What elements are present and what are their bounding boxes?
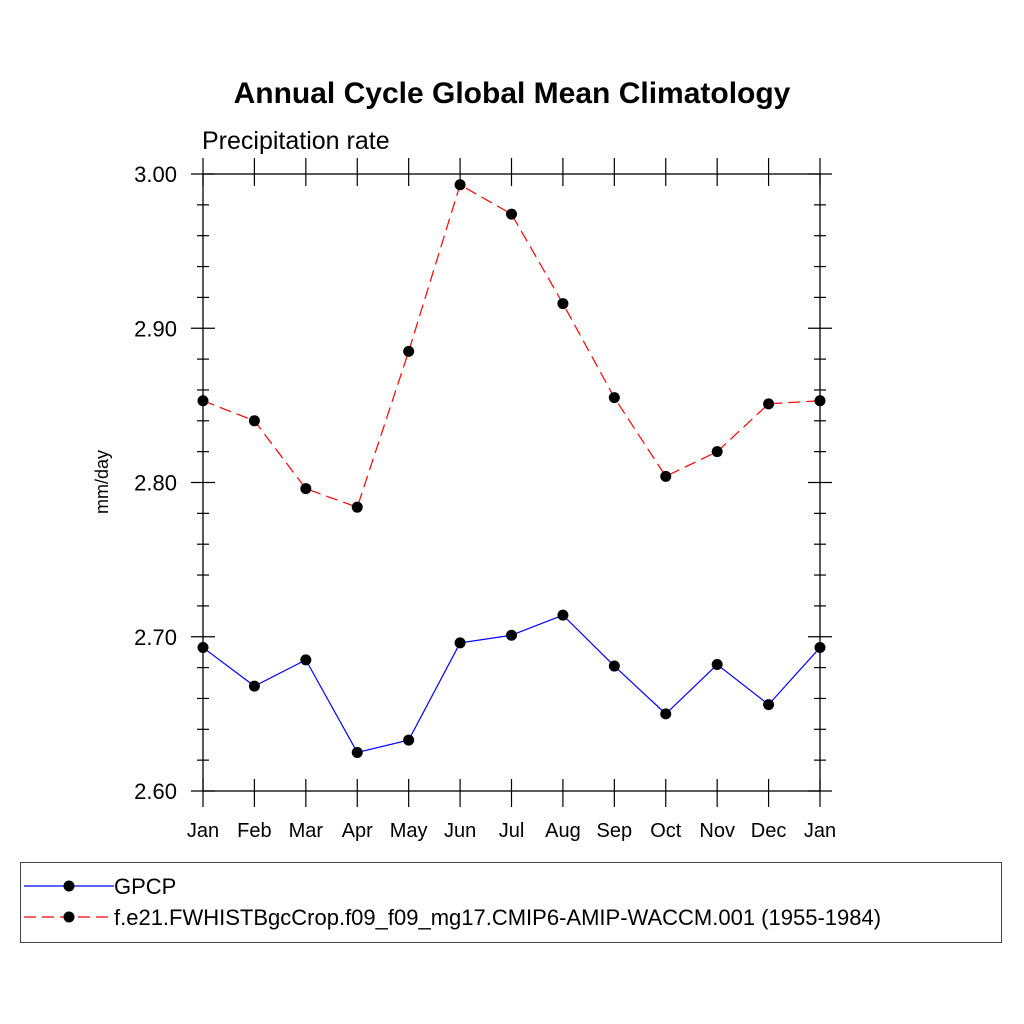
y-tick-labels: 2.60 2.70 2.80 2.90 3.00 bbox=[134, 162, 177, 804]
data-point bbox=[557, 298, 569, 310]
x-tick-labels: Jan Feb Mar Apr May Jun Jul Aug Sep Oct Nov Dec Jan bbox=[187, 820, 836, 842]
legend-entry-model: f.e21.FWHISTBgcCrop.f09_f09_mg17.CMIP6-A… bbox=[21, 903, 1001, 933]
x-tick-label: Jan bbox=[804, 820, 836, 842]
x-tick-label: Sep bbox=[597, 820, 633, 842]
data-point bbox=[403, 345, 415, 357]
x-tick-label: Jun bbox=[444, 820, 476, 842]
chart-title: Annual Cycle Global Mean Climatology bbox=[234, 77, 791, 110]
data-point bbox=[403, 734, 415, 746]
x-tick-label: Oct bbox=[650, 820, 682, 842]
x-tick-label: Jan bbox=[187, 820, 219, 842]
data-point bbox=[248, 415, 260, 427]
data-point bbox=[454, 179, 466, 191]
legend-label-gpcp: GPCP bbox=[114, 874, 177, 899]
y-tick-label: 2.60 bbox=[134, 779, 177, 804]
data-point bbox=[814, 395, 826, 407]
x-tick-label: Apr bbox=[342, 820, 373, 842]
y-tick-label: 2.80 bbox=[134, 471, 177, 496]
x-tick-label: Feb bbox=[237, 820, 271, 842]
axis-ticks bbox=[191, 158, 832, 807]
data-point bbox=[660, 708, 672, 720]
legend-swatch-model bbox=[24, 911, 114, 923]
legend-entry-gpcp: GPCP bbox=[21, 872, 1001, 902]
data-point bbox=[351, 501, 363, 513]
y-tick-label: 3.00 bbox=[134, 162, 177, 187]
x-tick-label: Dec bbox=[751, 820, 787, 842]
x-tick-label: Mar bbox=[289, 820, 324, 842]
legend: GPCP f.e21.FWHISTBgcCrop.f09_f09_mg17.CM… bbox=[20, 862, 1002, 943]
chart-subtitle: Precipitation rate bbox=[202, 127, 390, 155]
data-point bbox=[248, 680, 260, 692]
data-point bbox=[557, 609, 569, 621]
y-tick-label: 2.70 bbox=[134, 625, 177, 650]
data-point bbox=[608, 660, 620, 672]
legend-label-model: f.e21.FWHISTBgcCrop.f09_f09_mg17.CMIP6-A… bbox=[114, 905, 882, 930]
data-point bbox=[506, 629, 517, 641]
y-axis-label: mm/day bbox=[92, 450, 112, 514]
data-point bbox=[300, 654, 312, 666]
y-tick-label: 2.90 bbox=[134, 316, 177, 341]
data-point bbox=[197, 395, 209, 407]
data-point bbox=[711, 659, 723, 671]
series-layer bbox=[197, 179, 826, 758]
data-point bbox=[506, 208, 517, 220]
legend-swatch-gpcp bbox=[24, 880, 114, 892]
data-point bbox=[608, 392, 620, 404]
data-point bbox=[351, 746, 363, 758]
data-point bbox=[197, 642, 209, 654]
series-0 bbox=[197, 609, 826, 758]
series-line bbox=[202, 183, 821, 508]
data-point bbox=[814, 642, 826, 654]
plot-frame bbox=[202, 173, 821, 792]
data-point bbox=[660, 470, 672, 482]
x-tick-label: Jul bbox=[499, 820, 525, 842]
data-point bbox=[763, 398, 775, 410]
x-tick-label: Aug bbox=[545, 820, 581, 842]
data-point bbox=[300, 483, 312, 495]
x-tick-label: May bbox=[390, 820, 428, 842]
data-point bbox=[763, 699, 775, 711]
x-tick-label: Nov bbox=[699, 820, 735, 842]
data-point bbox=[711, 446, 723, 458]
data-point bbox=[454, 637, 466, 649]
series-1 bbox=[197, 179, 826, 513]
